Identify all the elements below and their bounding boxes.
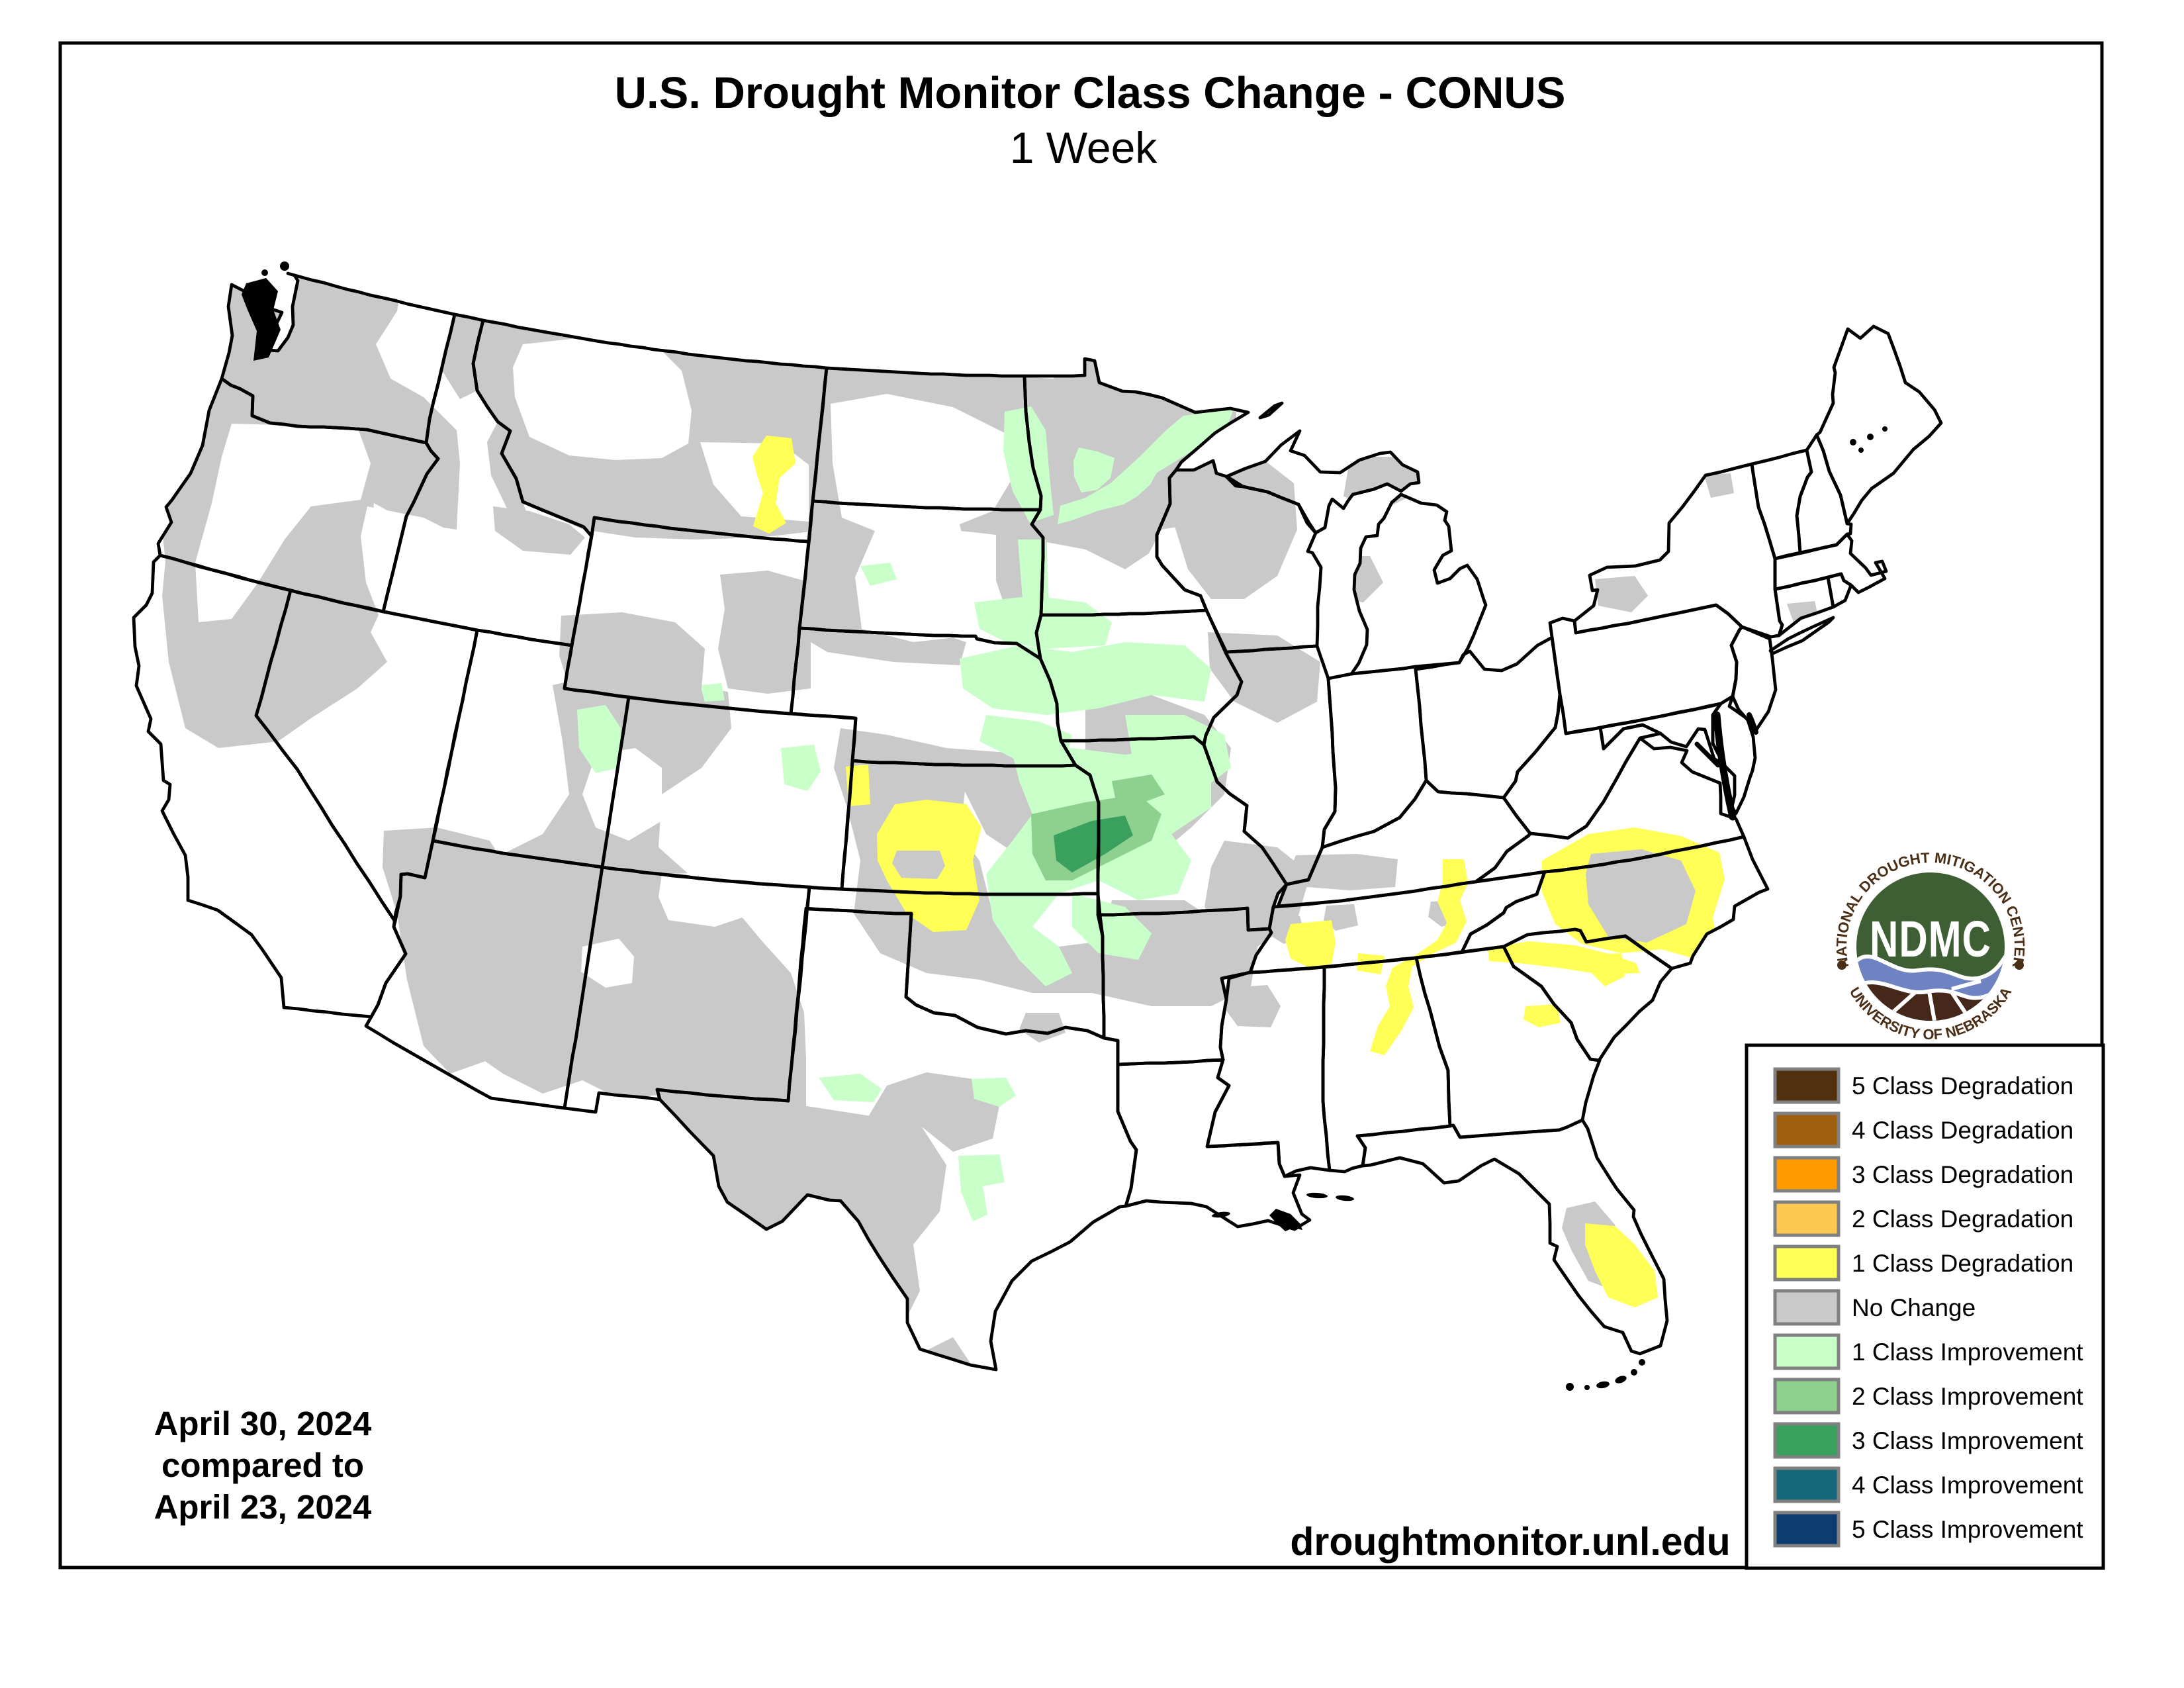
svg-text:NDMC: NDMC xyxy=(1870,911,1991,968)
svg-text:3 Class Degradation: 3 Class Degradation xyxy=(1852,1161,2073,1188)
svg-text:April 30, 2024: April 30, 2024 xyxy=(154,1405,372,1442)
svg-text:5 Class Degradation: 5 Class Degradation xyxy=(1852,1072,2073,1100)
svg-text:April 23, 2024: April 23, 2024 xyxy=(154,1488,372,1526)
svg-text:U.S. Drought Monitor Class Cha: U.S. Drought Monitor Class Change - CONU… xyxy=(615,68,1566,118)
svg-text:No Change: No Change xyxy=(1852,1294,1976,1321)
svg-text:1 Class Degradation: 1 Class Degradation xyxy=(1852,1250,2073,1277)
svg-text:2 Class Degradation: 2 Class Degradation xyxy=(1852,1205,2073,1233)
svg-text:droughtmonitor.unl.edu: droughtmonitor.unl.edu xyxy=(1290,1520,1730,1564)
svg-text:1 Class Improvement: 1 Class Improvement xyxy=(1852,1338,2083,1366)
svg-text:2 Class Improvement: 2 Class Improvement xyxy=(1852,1383,2083,1410)
svg-text:5 Class Improvement: 5 Class Improvement xyxy=(1852,1516,2083,1543)
svg-text:1 Week: 1 Week xyxy=(1010,123,1158,172)
svg-text:4 Class Degradation: 4 Class Degradation xyxy=(1852,1117,2073,1144)
svg-text:4 Class Improvement: 4 Class Improvement xyxy=(1852,1472,2083,1499)
svg-text:3 Class Improvement: 3 Class Improvement xyxy=(1852,1427,2083,1454)
svg-text:compared to: compared to xyxy=(161,1446,364,1484)
